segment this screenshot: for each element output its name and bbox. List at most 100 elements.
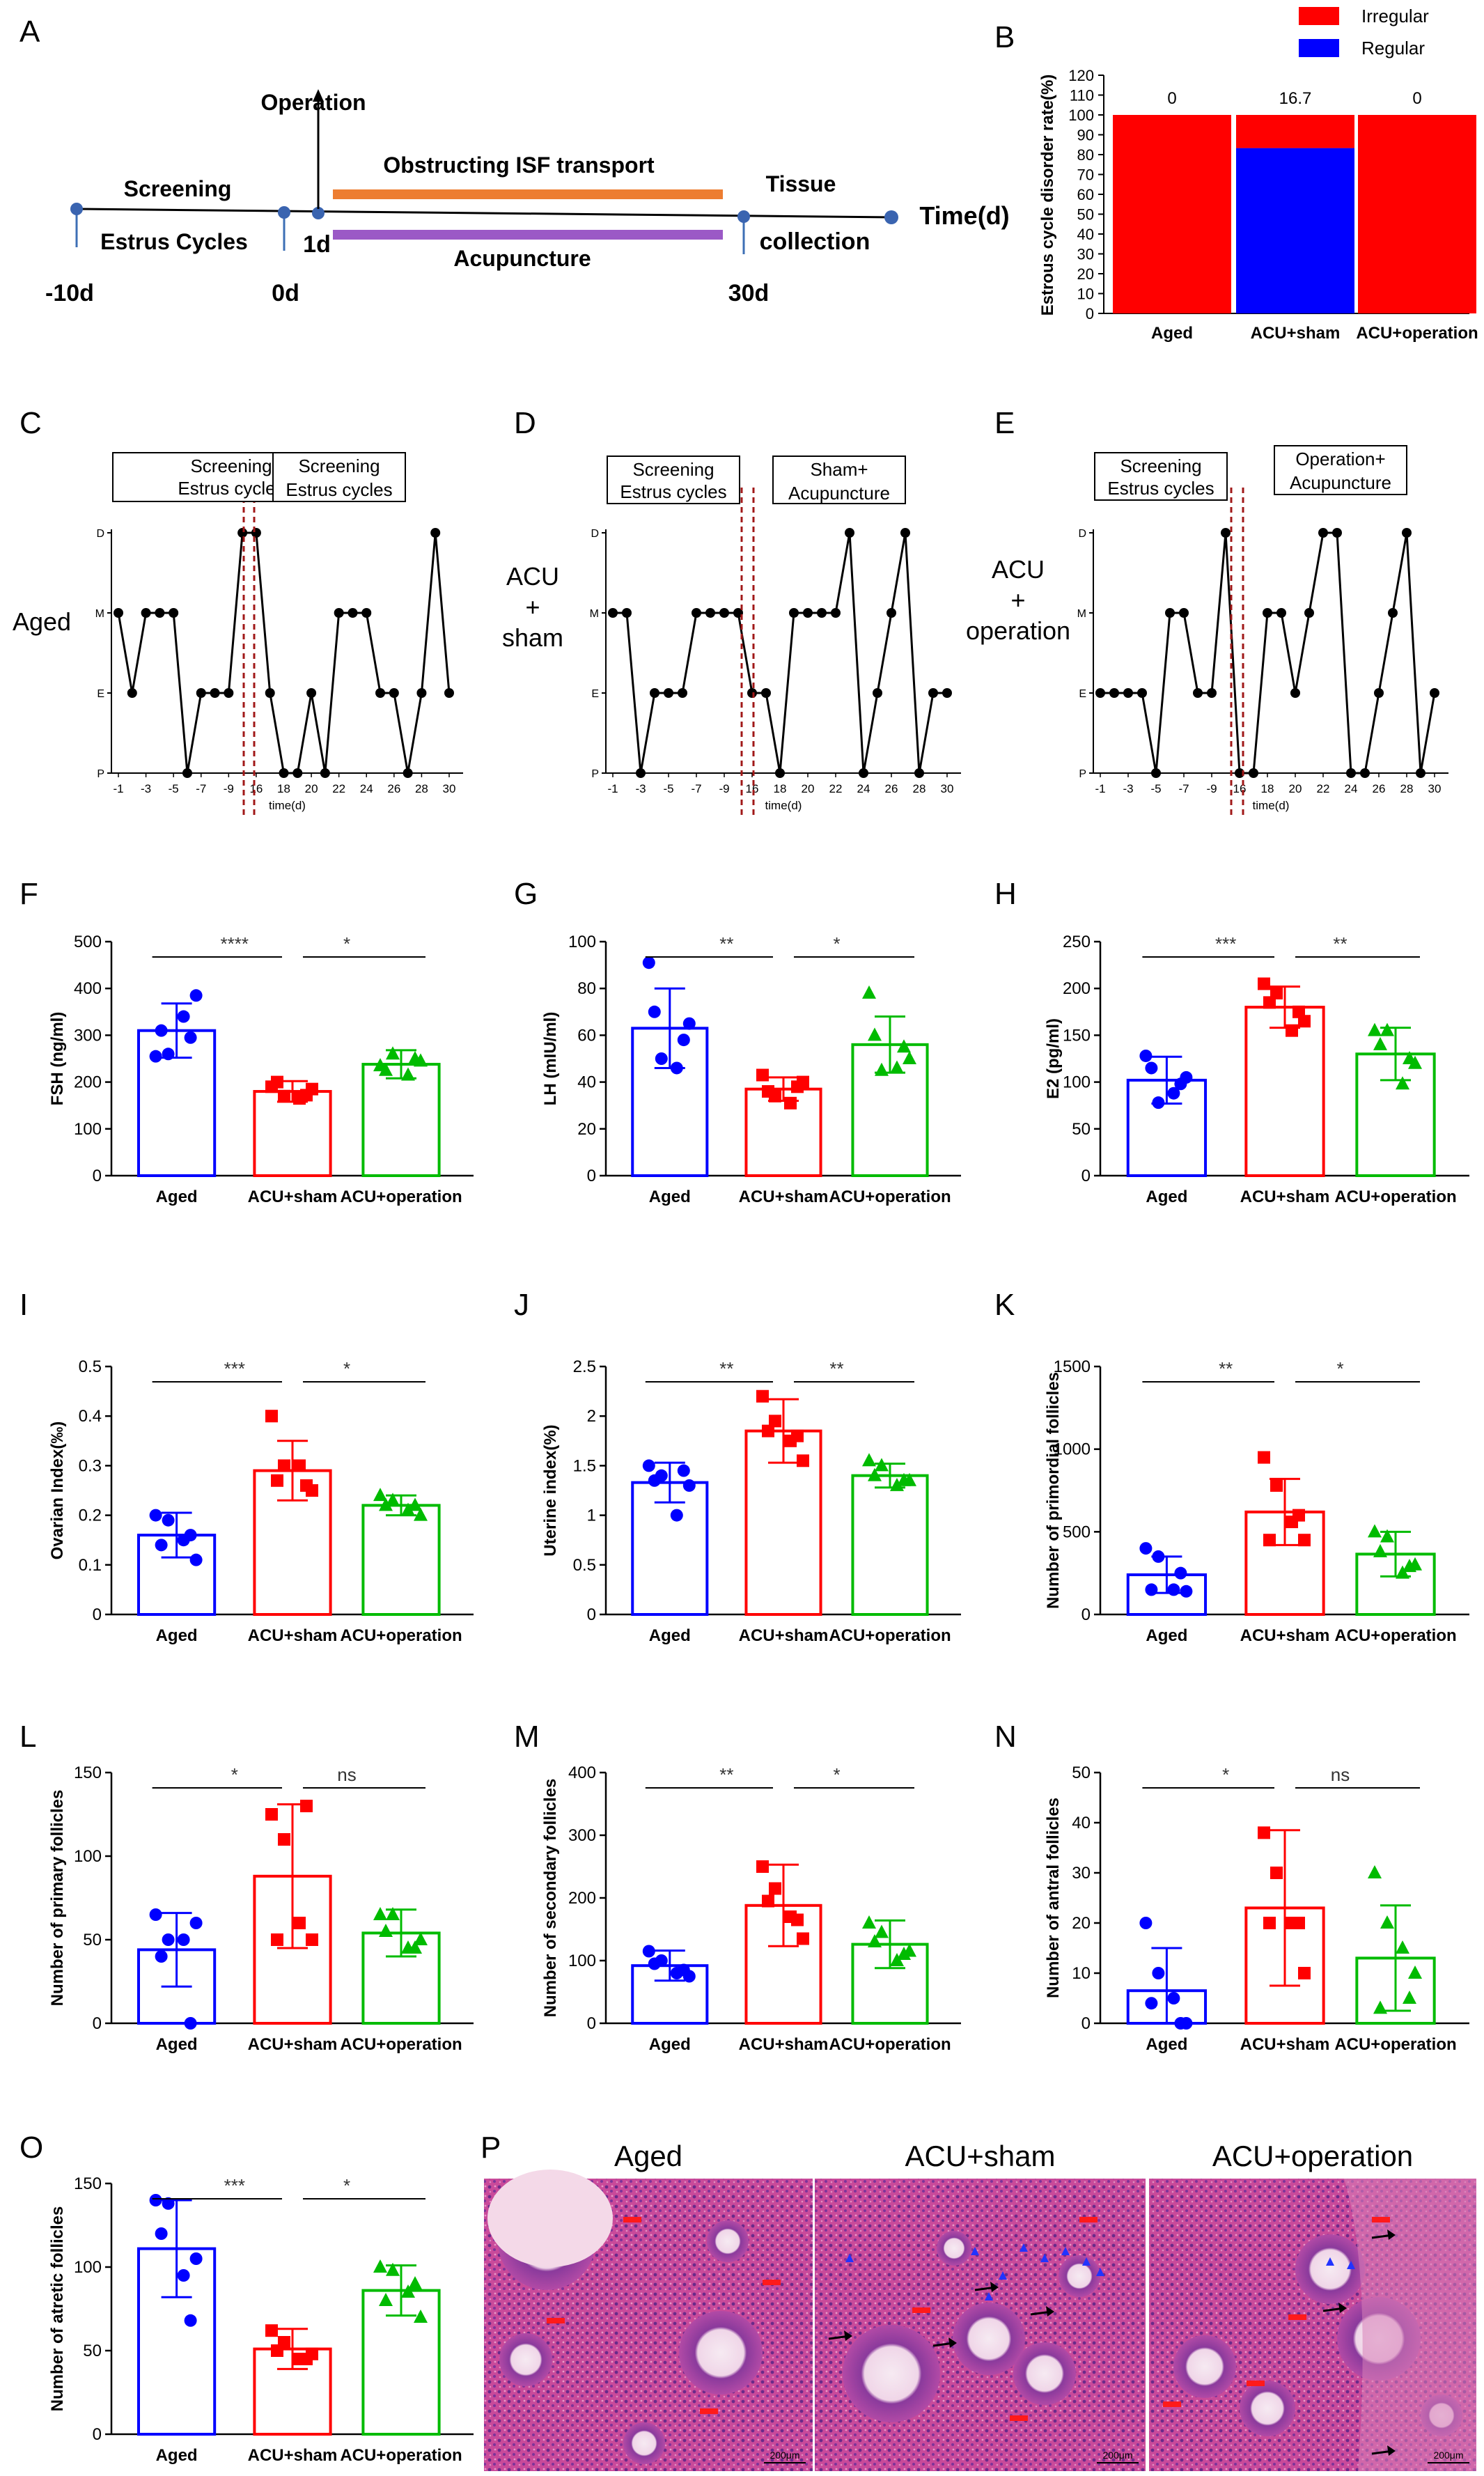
cycle-point: [1290, 688, 1300, 698]
x-tick-label: ACU+sham: [248, 1626, 338, 1645]
data-point: [1373, 1036, 1387, 1050]
data-point: [648, 1957, 661, 1970]
panel-letter-i: I: [19, 1288, 28, 1322]
data-point: [177, 1010, 190, 1023]
data-point: [642, 1945, 655, 1958]
blue-marker: [1082, 2257, 1091, 2266]
data-point: [756, 1860, 769, 1873]
red-marker: [1247, 2381, 1265, 2386]
y-axis-label: Ovarian Index(‰): [48, 1422, 67, 1560]
x-tick-label: -1: [607, 782, 618, 795]
data-point: [875, 1924, 889, 1938]
y-tick-label: P: [97, 768, 104, 780]
y-tick-label: 1: [587, 1506, 596, 1525]
cycle-point: [942, 688, 952, 698]
significance-label: *: [1222, 1764, 1229, 1785]
data-point: [177, 2269, 190, 2282]
y-tick-label: 500: [1063, 1523, 1091, 1541]
x-tick-label: 18: [774, 782, 787, 795]
timeline-axis: [76, 208, 892, 219]
panel-i-chart: 0 0.1 0.2 0.3 0.4 0.5 Ovarian Index(‰) Aged ACU+…: [48, 1357, 474, 1645]
x-tick-label: -9: [224, 782, 234, 795]
data-point: [414, 1932, 428, 1945]
x-tick-label: ACU+operation: [340, 2446, 462, 2465]
x-tick-label: 30: [443, 782, 456, 795]
cycle-point: [1416, 768, 1426, 778]
data-point: [401, 2284, 415, 2298]
y-tick-label: 0: [1081, 2014, 1091, 2033]
follicle: [1013, 2342, 1076, 2405]
x-tick-label: Aged: [1151, 324, 1193, 343]
x-tick-label: ACU+operation: [1334, 2035, 1456, 2054]
x-tick-label: 30: [1428, 782, 1442, 795]
x-tick-label: ACU+sham: [1240, 1626, 1330, 1645]
panel-p-histology: Aged ACU+sham ACU+operation 200μm 200μm 200μm: [484, 2140, 1476, 2471]
bar-1: [1244, 1006, 1325, 1177]
y-tick-label: 0.5: [79, 1357, 102, 1376]
data-point: [1263, 996, 1276, 1009]
data-point: [162, 1048, 175, 1061]
x-tick-label: ACU+sham: [739, 1626, 829, 1645]
significance-label: *: [833, 933, 840, 954]
treatment-box-label: Sham+ Acupuncture: [788, 459, 890, 504]
data-point: [386, 1493, 400, 1506]
legend-swatch: [1299, 39, 1339, 57]
cycle-point: [182, 768, 192, 778]
cycle-point: [155, 608, 165, 618]
y-tick-label: 250: [1063, 933, 1091, 951]
histology-image-1: 200μm: [815, 2179, 1146, 2471]
data-point: [184, 1529, 197, 1542]
y-tick-label: 0: [93, 2014, 102, 2033]
red-marker: [1372, 2217, 1390, 2222]
cycle-point: [1095, 688, 1105, 698]
y-tick-label: 2: [587, 1407, 596, 1426]
cycle-point: [347, 608, 358, 618]
data-point: [278, 1459, 290, 1472]
y-tick-label: 40: [1072, 1814, 1091, 1832]
follicle-arrow-head: [1387, 2445, 1396, 2456]
x-tick-label: Aged: [649, 1188, 691, 1206]
x-tick-label: ACU+sham: [248, 1188, 338, 1206]
data-point: [155, 1024, 168, 1037]
x-tick-label: ACU+operation: [340, 2035, 462, 2054]
cycle-point: [608, 608, 618, 618]
panel-letter-j: J: [514, 1288, 529, 1322]
data-point: [300, 1800, 313, 1812]
data-point: [1263, 1917, 1276, 1929]
significance-label: *: [833, 1764, 840, 1785]
row-group-label: Aged: [13, 607, 71, 636]
y-tick-label: 40: [1077, 226, 1094, 243]
x-tick-label: Aged: [156, 2035, 198, 2054]
x-tick-label: ACU+sham: [1251, 324, 1341, 343]
data-point: [642, 956, 655, 970]
y-tick-label: 0: [93, 1167, 102, 1185]
red-marker: [912, 2307, 930, 2313]
data-point: [1263, 1534, 1276, 1547]
y-tick-label: 80: [1077, 146, 1094, 164]
data-point: [769, 1415, 781, 1428]
y-tick-label: 100: [74, 2258, 102, 2277]
data-point: [293, 1917, 306, 1929]
operation-label: Operation: [260, 90, 366, 115]
y-tick-label: 70: [1077, 166, 1094, 184]
significance-label: **: [719, 933, 733, 954]
blue-marker: [1061, 2247, 1070, 2255]
row-group-label: ACU + sham: [502, 562, 563, 652]
data-point: [189, 989, 203, 1002]
data-point: [1258, 977, 1270, 990]
cycle-point: [775, 768, 785, 778]
significance-label: *: [343, 2175, 350, 2196]
follicle: [1173, 2335, 1236, 2398]
x-tick-label: 16: [1233, 782, 1247, 795]
significance-label: **: [719, 1358, 733, 1379]
cycle-line: [117, 531, 451, 774]
significance-label: *: [1336, 1358, 1343, 1379]
bar-top-label: 16.7: [1279, 89, 1312, 108]
treatment-box: [772, 456, 906, 504]
data-point: [189, 1917, 203, 1929]
x-tick-label: ACU+sham: [248, 2446, 338, 2465]
y-tick-label: 60: [577, 1026, 596, 1045]
data-point: [271, 1933, 283, 1946]
red-marker: [1288, 2314, 1306, 2320]
